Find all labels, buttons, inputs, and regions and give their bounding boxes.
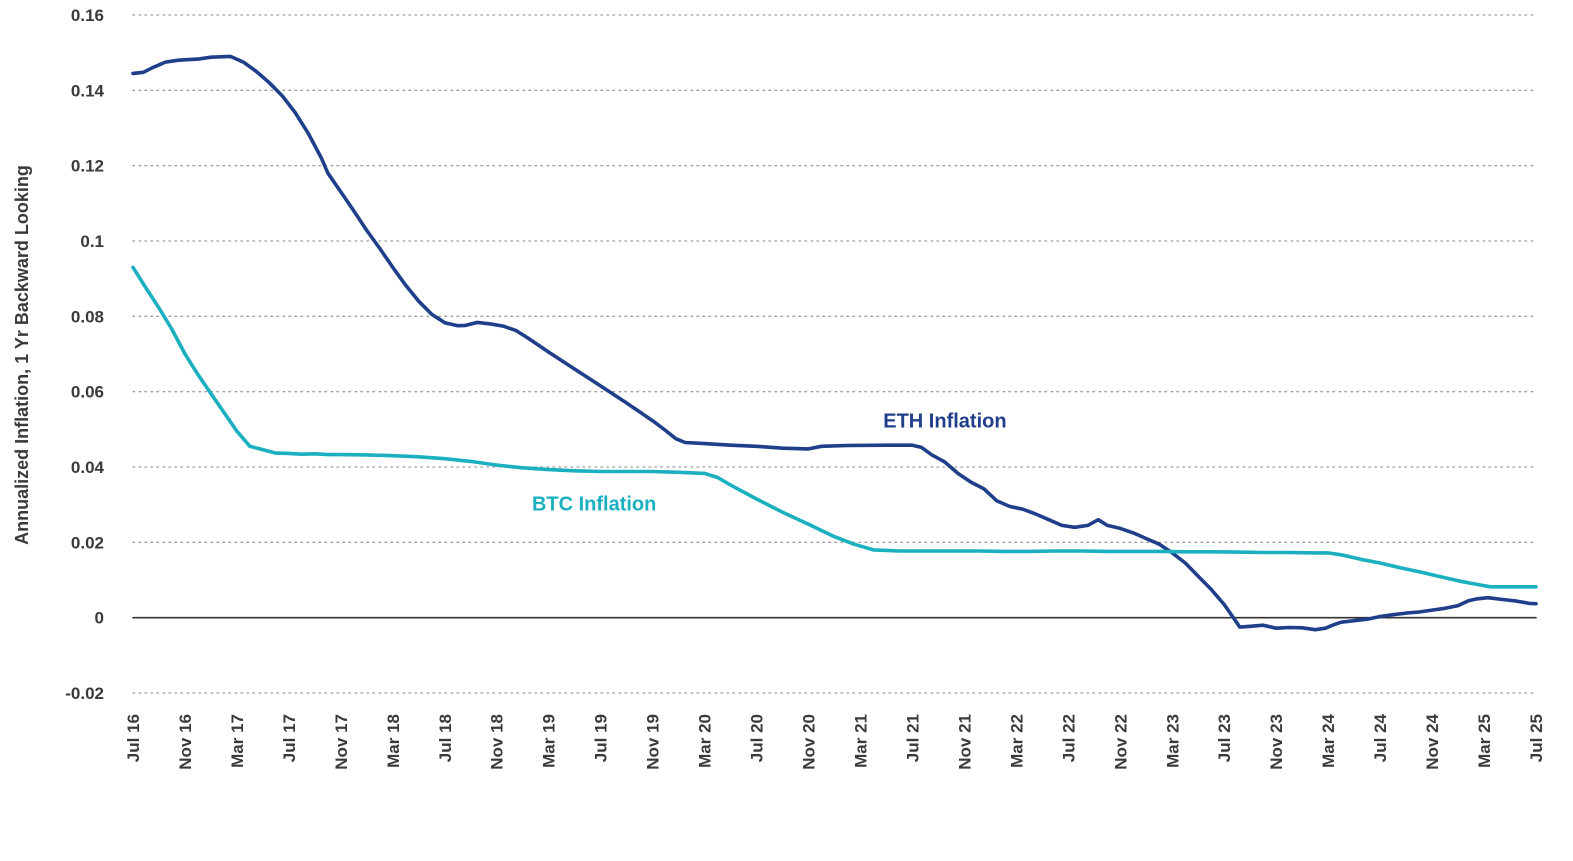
y-tick-label: 0.14 — [71, 81, 105, 100]
x-tick-label: Nov 16 — [176, 714, 195, 770]
x-tick-label: Nov 17 — [332, 714, 351, 770]
x-tick-label: Mar 19 — [540, 714, 559, 768]
series-labels: ETH Inflation BTC Inflation — [532, 410, 1007, 515]
x-tick-label: Jul 22 — [1059, 714, 1078, 762]
series-label-btc-inflation: BTC Inflation — [532, 493, 656, 515]
x-tick-label: Mar 20 — [696, 714, 715, 768]
x-tick-label: Jul 18 — [436, 714, 455, 762]
x-tick-label: Mar 17 — [228, 714, 247, 768]
y-tick-label: 0.1 — [80, 232, 104, 251]
x-tick-label: Mar 25 — [1475, 714, 1494, 768]
x-tick-label: Nov 24 — [1423, 713, 1442, 769]
series-line-eth-inflation — [131, 54, 1538, 632]
x-tick-label: Jul 21 — [903, 714, 922, 762]
y-axis-title: Annualized Inflation, 1 Yr Backward Look… — [12, 165, 32, 545]
y-tick-label: 0.08 — [71, 307, 104, 326]
y-tick-label: 0.02 — [71, 533, 104, 552]
x-tick-label: Nov 22 — [1111, 714, 1130, 770]
y-tick-label: 0.12 — [71, 157, 104, 176]
x-tick-label: Nov 19 — [644, 714, 663, 770]
series-lines — [131, 54, 1538, 632]
x-tick-label: Mar 21 — [851, 714, 870, 768]
x-tick-label: Jul 20 — [748, 714, 767, 762]
x-tick-label: Jul 24 — [1371, 713, 1390, 762]
y-tick-label: 0.04 — [71, 458, 105, 477]
series-label-eth-inflation: ETH Inflation — [883, 410, 1006, 432]
x-tick-label: Nov 23 — [1267, 714, 1286, 770]
x-tick-label: Jul 23 — [1215, 714, 1234, 762]
y-tick-label: 0.16 — [71, 6, 104, 25]
x-tick-label: Mar 24 — [1319, 713, 1338, 767]
x-axis-ticks: Jul 16 Nov 16 Mar 17 Jul 17 Nov 17 Mar 18 Jul … — [124, 713, 1546, 769]
x-tick-label: Nov 18 — [488, 714, 507, 770]
x-tick-label: Jul 17 — [280, 714, 299, 762]
gridlines — [132, 14, 1537, 694]
x-tick-label: Mar 22 — [1007, 714, 1026, 768]
x-tick-label: Jul 16 — [124, 714, 143, 762]
x-tick-label: Mar 18 — [384, 714, 403, 768]
series-line-btc-inflation — [131, 265, 1538, 589]
x-tick-label: Jul 25 — [1527, 714, 1546, 762]
x-tick-label: Mar 23 — [1163, 714, 1182, 768]
y-tick-label: -0.02 — [65, 684, 104, 703]
y-tick-label: 0 — [95, 609, 104, 628]
x-tick-label: Nov 20 — [800, 714, 819, 770]
x-tick-label: Nov 21 — [955, 714, 974, 770]
y-tick-label: 0.06 — [71, 383, 104, 402]
x-tick-label: Jul 19 — [592, 714, 611, 762]
y-axis-ticks: 0.16 0.14 0.12 0.1 0.08 0.06 0.04 0.02 0 -0.02 — [65, 6, 104, 703]
